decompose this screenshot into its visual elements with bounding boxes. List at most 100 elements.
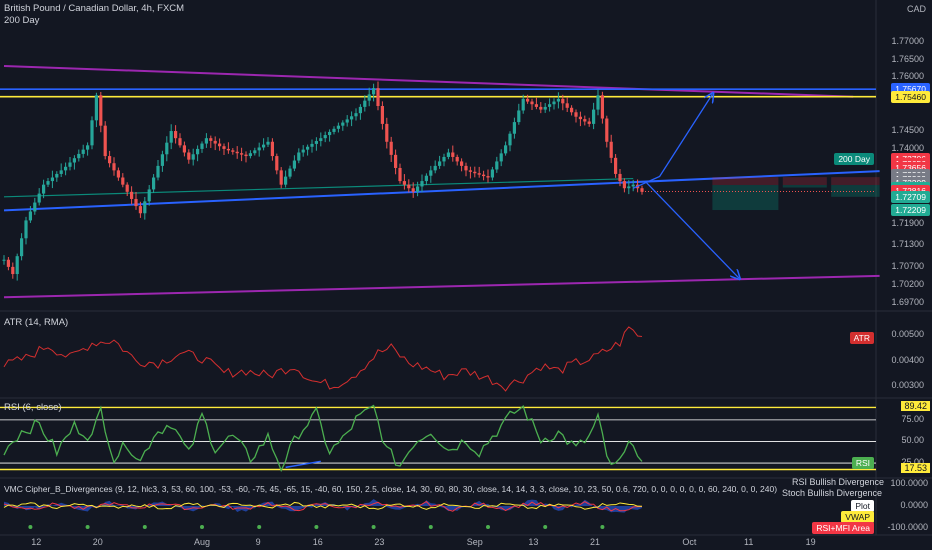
candle-body xyxy=(314,141,318,144)
vmc-legend-tag: RSI+MFI Area xyxy=(812,522,874,534)
candle-body xyxy=(552,101,556,105)
candle-body xyxy=(169,131,173,143)
position-stop-zone xyxy=(712,177,779,186)
vmc-tick-label: 100.0000 xyxy=(890,478,928,489)
candle-body xyxy=(398,167,402,182)
candle-body xyxy=(257,147,261,151)
candle-body xyxy=(33,202,37,212)
rsi-tick-label: 25.00 xyxy=(901,457,924,468)
atr-pane-title[interactable]: ATR (14, RMA) xyxy=(4,317,69,328)
candle-body xyxy=(200,143,204,149)
vmc-signal-dot xyxy=(486,525,490,529)
candle-body xyxy=(235,151,239,154)
candle-body xyxy=(367,94,371,101)
candle-body xyxy=(99,95,103,126)
trendline xyxy=(3,274,880,299)
price-tick-label: 1.74000 xyxy=(891,142,924,153)
candle-body xyxy=(244,154,248,157)
candle-body xyxy=(372,88,376,95)
ma-legend-label[interactable]: 200 Day xyxy=(4,15,40,26)
candle-body xyxy=(59,170,63,174)
candle-body xyxy=(640,188,644,192)
candle-body xyxy=(46,181,50,185)
vmc-signal-dot xyxy=(28,525,33,529)
rsi-line xyxy=(3,404,643,473)
candle-body xyxy=(226,148,230,151)
candle-body xyxy=(411,188,415,192)
time-axis-label: Oct xyxy=(682,537,697,547)
candle-body xyxy=(310,143,314,147)
candle-body xyxy=(28,211,32,221)
candle-body xyxy=(156,165,160,178)
candle-body xyxy=(182,145,186,153)
price-tick-label: 1.70200 xyxy=(891,278,924,289)
candle-body xyxy=(187,152,191,160)
candle-body xyxy=(319,138,323,142)
candle-body xyxy=(468,170,472,172)
time-axis-label: 9 xyxy=(255,537,261,547)
candle-body xyxy=(363,100,367,107)
time-axis-label: 19 xyxy=(805,537,816,547)
candle-body xyxy=(68,162,72,167)
candle-body xyxy=(143,201,147,214)
candle-body xyxy=(112,163,116,171)
candle-body xyxy=(565,103,569,108)
projection-arrow xyxy=(632,94,712,189)
candle-body xyxy=(605,118,609,142)
candle-body xyxy=(548,104,552,107)
candle-body xyxy=(20,238,24,257)
vmc-pane-title[interactable]: VMC Cipher_B_Divergences (9, 12, hlc3, 3… xyxy=(4,484,778,494)
vmc-signal-dot xyxy=(428,525,433,529)
candle-body xyxy=(556,98,560,102)
candle-body xyxy=(55,173,59,178)
atr-tag: ATR xyxy=(849,331,874,344)
rsi-pane-title[interactable]: RSI (6, close) xyxy=(4,402,62,413)
vmc-signal-dot xyxy=(142,525,147,529)
candle-body xyxy=(297,152,301,161)
time-axis-label: Aug xyxy=(194,537,211,547)
rsi-divergence-line xyxy=(285,460,321,469)
candle-body xyxy=(473,171,477,174)
atr-tick-label: 0.00400 xyxy=(891,354,924,365)
time-axis-label: 12 xyxy=(31,537,42,547)
candle-body xyxy=(495,161,499,170)
price-tag: 1.75460 xyxy=(891,90,930,103)
candle-body xyxy=(270,141,274,157)
candle-body xyxy=(240,153,244,155)
candle-body xyxy=(433,165,437,171)
symbol-title[interactable]: British Pound / Canadian Dollar, 4h, FXC… xyxy=(4,3,185,14)
candle-body xyxy=(262,144,266,148)
candle-body xyxy=(592,109,596,124)
price-tick-label: 1.70700 xyxy=(891,260,924,271)
position-target-zone xyxy=(831,185,880,197)
candle-body xyxy=(50,177,54,182)
candle-body xyxy=(622,181,626,189)
candle-body xyxy=(266,141,270,145)
candle-body xyxy=(464,165,468,171)
candle-body xyxy=(442,156,446,162)
vmc-note-rsi-divergence: RSI Bullish Divergence xyxy=(792,477,885,487)
time-axis-label: 13 xyxy=(528,537,539,547)
candle-body xyxy=(178,138,182,146)
candle-body xyxy=(587,121,591,124)
candle-body xyxy=(358,106,362,114)
position-target-zone xyxy=(782,185,827,188)
candle-body xyxy=(152,177,156,190)
candle-body xyxy=(530,101,534,105)
candle-body xyxy=(125,184,129,192)
candle-body xyxy=(543,106,547,110)
candle-body xyxy=(438,161,442,166)
vmc-legend-tag: Plot xyxy=(851,500,874,512)
trendline xyxy=(3,170,880,212)
candle-body xyxy=(6,259,10,267)
candle-body xyxy=(231,150,235,152)
position-target-zone xyxy=(712,185,779,211)
candle-body xyxy=(460,161,464,166)
candle-body xyxy=(332,128,336,132)
candle-body xyxy=(213,140,217,144)
price-tick-label: 1.71900 xyxy=(891,217,924,228)
candle-body xyxy=(618,173,622,182)
candle-body xyxy=(284,176,288,185)
